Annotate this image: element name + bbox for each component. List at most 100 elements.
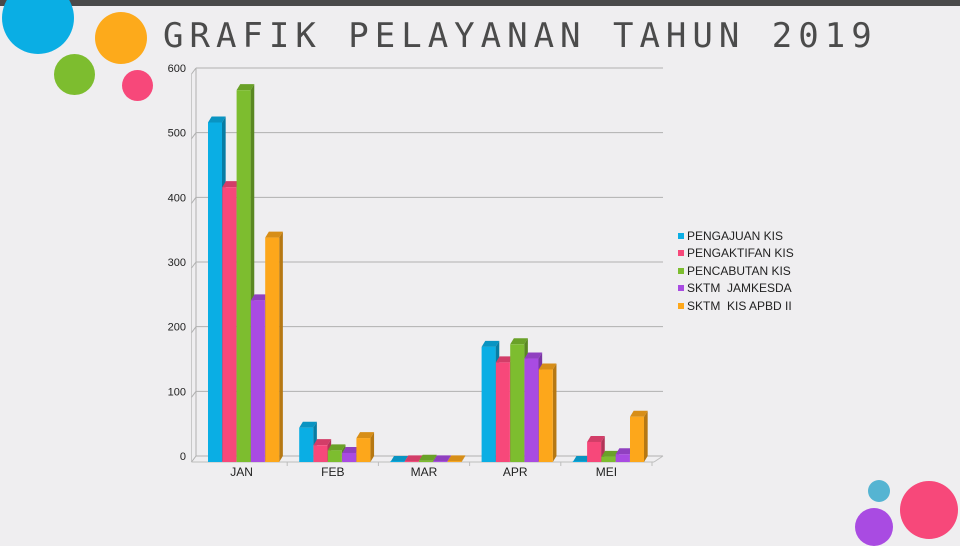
bar-top	[524, 352, 543, 359]
top-bar	[0, 0, 960, 6]
legend-label: SKTM KIS APBD II	[687, 298, 792, 313]
bar-side	[447, 455, 451, 462]
bar-top	[250, 294, 269, 301]
bar	[495, 362, 510, 462]
bar-side	[461, 455, 466, 462]
y-tick-label: 300	[168, 257, 186, 269]
x-tick-label: APR	[503, 465, 528, 479]
legend-item: PENGAJUAN KIS	[678, 227, 794, 245]
bar-top	[390, 456, 409, 462]
bar	[524, 358, 539, 462]
bar	[630, 416, 644, 462]
y-tick-label: 400	[168, 192, 186, 204]
bar-side	[552, 363, 557, 462]
bar	[601, 456, 616, 462]
gridline-depth	[191, 326, 197, 333]
gridline-depth	[191, 261, 197, 269]
bar-side	[644, 410, 648, 462]
bar-top	[356, 432, 375, 439]
bar	[404, 461, 419, 462]
y-tick-label: 200	[168, 322, 186, 334]
legend-label: SKTM JAMKESDA	[687, 281, 792, 296]
bar	[236, 90, 251, 463]
legend-label: PENGAJUAN KIS	[687, 228, 784, 243]
bar-top	[404, 455, 423, 462]
bar-top	[572, 456, 591, 462]
gridline-depth	[191, 132, 197, 139]
bar-top	[313, 439, 332, 446]
decor-circle-green	[54, 54, 95, 95]
bar-top	[447, 455, 466, 462]
bar	[572, 461, 587, 462]
bar	[481, 346, 496, 462]
bar-top	[208, 116, 226, 123]
decor-circle-light-blue	[868, 480, 890, 502]
bar-side	[279, 231, 283, 462]
bar	[615, 454, 630, 462]
y-tick-label: 100	[168, 386, 186, 398]
decor-circle-orange	[95, 12, 147, 64]
legend-item: SKTM JAMKESDA	[678, 280, 794, 298]
decor-circle-pink	[122, 70, 153, 101]
bar	[208, 122, 222, 462]
legend-swatch	[678, 267, 684, 274]
bar-top	[510, 338, 528, 345]
legend-swatch	[678, 232, 684, 239]
bar-top	[481, 340, 500, 347]
y-tick-label: 0	[180, 451, 186, 463]
bar-top	[236, 84, 255, 91]
bar	[390, 461, 405, 462]
x-tick-label: MAR	[411, 465, 438, 479]
bar	[447, 461, 462, 462]
page-title: GRAFIK PELAYANAN TAHUN 2019	[163, 16, 878, 56]
bar	[587, 441, 602, 462]
decor-circle-pink-large	[900, 481, 958, 539]
bar	[313, 445, 328, 462]
legend-swatch	[678, 302, 684, 309]
bar-top	[433, 455, 451, 462]
bar	[538, 369, 553, 462]
bar	[419, 460, 433, 462]
bar	[265, 237, 280, 462]
bar-top	[419, 454, 437, 461]
x-axis-corner	[653, 455, 664, 463]
bar-side	[370, 432, 375, 462]
bar-top	[265, 231, 283, 238]
bar	[250, 300, 265, 462]
chart-legend: PENGAJUAN KIS PENGAKTIFAN KIS PENCABUTAN K…	[678, 227, 794, 315]
bar-top	[538, 363, 557, 370]
x-tick-label: JAN	[230, 465, 253, 479]
legend-label: PENGAKTIFAN KIS	[687, 246, 794, 261]
gridline-depth	[191, 391, 197, 398]
bar	[299, 427, 314, 462]
bar	[342, 452, 357, 462]
bar-top	[601, 450, 620, 457]
gridline-depth	[191, 197, 197, 204]
gridline-depth	[191, 67, 197, 75]
bar-top	[587, 435, 605, 442]
x-tick-label: MEI	[596, 465, 617, 479]
legend-swatch	[678, 250, 684, 257]
legend-item: SKTM KIS APBD II	[678, 297, 794, 315]
bar	[510, 344, 525, 462]
bar-top	[327, 444, 346, 451]
bar-top	[222, 181, 240, 188]
bar-top	[615, 448, 634, 455]
bar-top	[495, 356, 514, 363]
legend-item: PENCABUTAN KIS	[678, 262, 794, 280]
y-tick-label: 600	[168, 63, 186, 75]
legend-label: PENCABUTAN KIS	[687, 263, 791, 278]
y-tick-label: 500	[168, 128, 186, 140]
legend-swatch	[678, 285, 684, 292]
bar	[433, 461, 448, 462]
bar	[222, 187, 237, 462]
bar-top	[299, 421, 317, 428]
bar	[356, 438, 371, 462]
bar-top	[630, 410, 648, 417]
gridline-depth	[191, 455, 197, 463]
bar-side	[433, 454, 437, 462]
legend-item: PENGAKTIFAN KIS	[678, 245, 794, 263]
bar	[327, 450, 342, 462]
x-tick-label: FEB	[321, 465, 344, 479]
